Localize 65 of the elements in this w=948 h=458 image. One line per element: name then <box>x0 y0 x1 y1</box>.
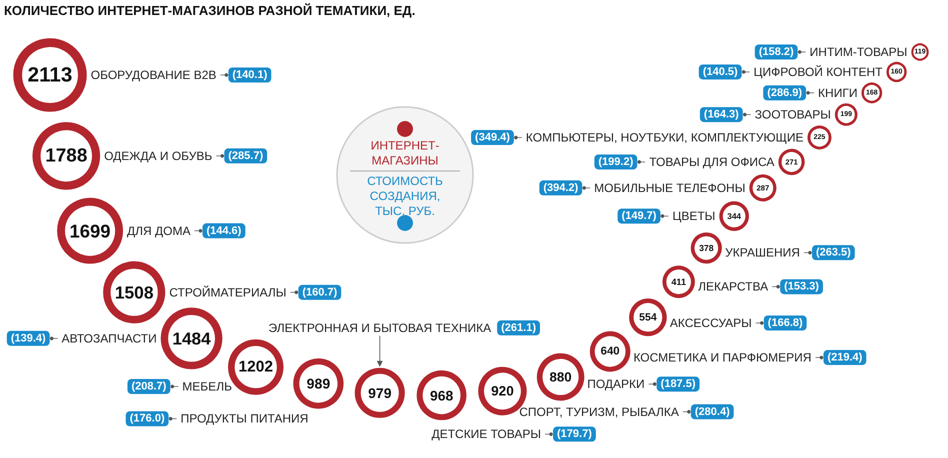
category-label: КОСМЕТИКА И ПАРФЮМЕРИЯ <box>633 350 812 365</box>
category-label: АВТОЗАПЧАСТИ <box>62 331 157 346</box>
data-label: (153.3) <box>784 280 820 293</box>
data-label: (285.7) <box>228 150 264 162</box>
data-label: (139.4) <box>10 332 46 344</box>
data-label: 1788 <box>45 145 88 166</box>
data-label: 920 <box>491 384 514 399</box>
data-label: 640 <box>600 345 620 358</box>
category-label: МОБИЛЬНЫЕ ТЕЛЕФОНЫ <box>594 180 746 195</box>
data-label: (164.3) <box>704 108 740 121</box>
category-label: ЦВЕТЫ <box>672 209 716 224</box>
data-label: 2113 <box>28 64 72 86</box>
data-label: 968 <box>430 387 454 404</box>
category-label: ЛЕКАРСТВА <box>698 280 768 294</box>
category-label: АКСЕССУАРЫ <box>670 316 752 330</box>
data-label: (208.7) <box>131 380 167 392</box>
data-label: (140.5) <box>702 66 738 78</box>
data-label: 1202 <box>238 358 274 376</box>
category-label: ОБОРУДОВАНИЕ B2B <box>90 68 216 82</box>
data-label: 1699 <box>70 220 111 242</box>
data-label: (199.2) <box>598 156 634 168</box>
data-label: 1484 <box>172 328 212 348</box>
text: СТОИМОСТЬ СОЗДАНИЯ, ТЫС. РУБ. <box>367 174 444 218</box>
data-label: (140.1) <box>232 69 268 81</box>
category-label: ЗООТОВАРЫ <box>754 108 831 122</box>
data-label: 411 <box>671 276 686 287</box>
data-label: (179.7) <box>557 428 592 440</box>
category-label: СТРОЙМАТЕРИАЛЫ <box>169 285 286 300</box>
category-label: ДЛЯ ДОМА <box>127 224 190 238</box>
data-label: (176.0) <box>130 412 165 425</box>
data-label: (219.4) <box>827 352 863 364</box>
category-label: ОДЕЖДА И ОБУВЬ <box>104 148 212 163</box>
category-label: ЦИФРОВОЙ КОНТЕНТ <box>754 64 884 79</box>
category-label: ТОВАРЫ ДЛЯ ОФИСА <box>649 154 774 169</box>
data-label: 979 <box>368 384 392 401</box>
category-label: УКРАШЕНИЯ <box>725 246 800 260</box>
data-label: (261.1) <box>501 322 536 334</box>
category-label: ПОДАРКИ <box>587 377 645 392</box>
data-label: (158.2) <box>758 46 794 58</box>
data-label: 989 <box>306 376 330 392</box>
data-label: (263.5) <box>816 246 852 259</box>
data-label: (286.9) <box>767 86 802 99</box>
category-label: КОМПЬЮТЕРЫ, НОУТБУКИ, КОМПЛЕКТУЮЩИЕ <box>526 130 804 145</box>
category-label: ДЕТСКИЕ ТОВАРЫ <box>432 427 542 442</box>
text: КОЛИЧЕСТВО ИНТЕРНЕТ-МАГАЗИНОВ РАЗНОЙ ТЕМАТИКИ, ЕД. <box>4 3 416 18</box>
category-label: ПРОДУКТЫ ПИТАНИЯ <box>180 412 308 426</box>
category-label: КНИГИ <box>818 86 858 100</box>
category-label: ИНТИМ-ТОВАРЫ <box>810 45 908 59</box>
data-label: (160.7) <box>302 286 338 298</box>
category-label: ЭЛЕКТРОННАЯ И БЫТОВАЯ ТЕХНИКА <box>268 320 492 335</box>
category-label: МЕБЕЛЬ <box>182 380 232 394</box>
data-label: 880 <box>550 369 572 384</box>
data-label: 378 <box>699 243 714 254</box>
data-label: 344 <box>727 211 742 222</box>
data-label: (144.6) <box>206 224 242 237</box>
data-label: (394.2) <box>543 182 579 194</box>
data-label: (349.4) <box>475 132 510 144</box>
data-label: (280.4) <box>694 406 730 418</box>
legend-label: ИНТЕРНЕТ- МАГАЗИНЫ <box>370 138 440 168</box>
data-label: (187.5) <box>660 378 696 390</box>
category-label: СПОРТ, ТУРИЗМ, РЫБАЛКА <box>519 404 679 419</box>
data-label: (149.7) <box>622 210 657 222</box>
data-label: (166.8) <box>768 317 803 329</box>
data-label: 1508 <box>114 282 154 302</box>
data-label: 554 <box>639 311 657 324</box>
